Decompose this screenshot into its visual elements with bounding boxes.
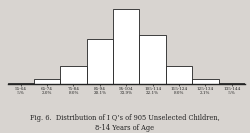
Bar (192, 79, 218, 84)
Bar (34, 79, 60, 84)
Bar (60, 66, 87, 84)
Bar (166, 66, 192, 84)
Bar (140, 35, 166, 84)
Bar (218, 83, 245, 84)
Bar (113, 9, 140, 84)
Bar (8, 83, 34, 84)
Text: Fig. 6.  Distribution of I Q’s of 905 Unselected Children,
8-14 Years of Age: Fig. 6. Distribution of I Q’s of 905 Uns… (30, 115, 220, 132)
Bar (87, 39, 113, 84)
